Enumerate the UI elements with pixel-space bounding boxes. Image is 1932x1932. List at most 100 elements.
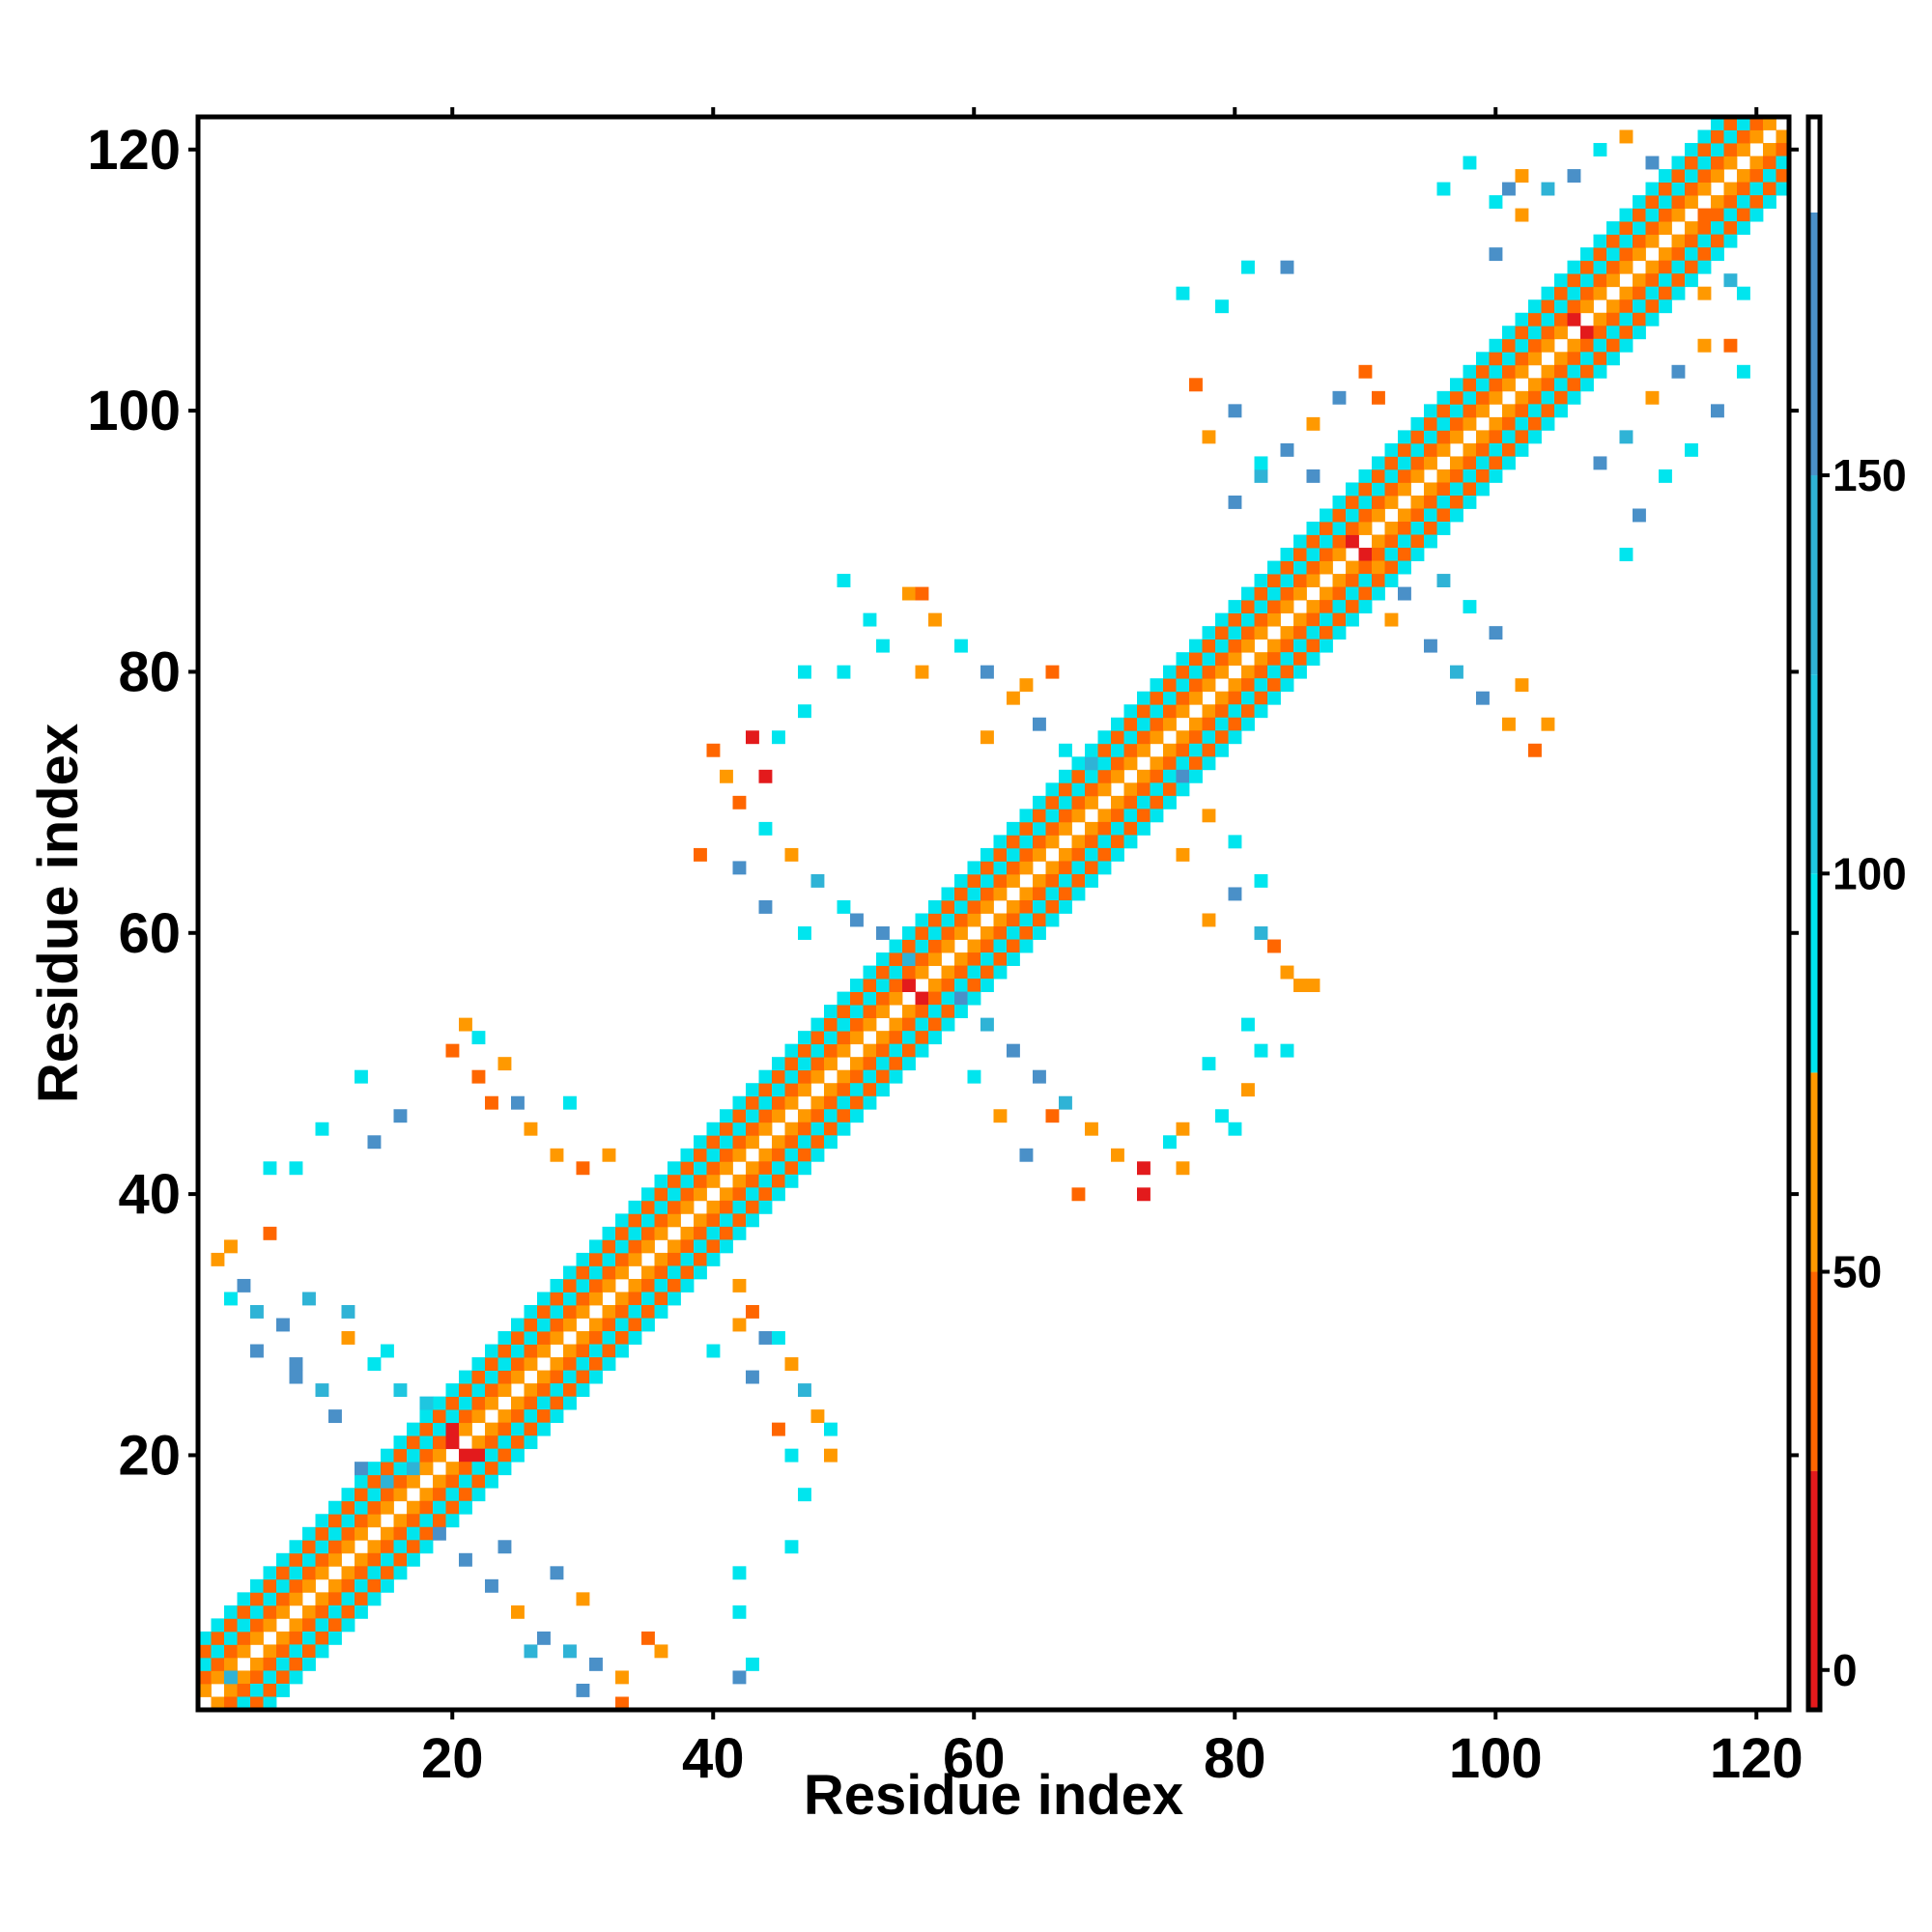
- heatmap-cell: [355, 1474, 368, 1489]
- heatmap-cell: [1202, 717, 1216, 731]
- y-axis-title: Residue index: [27, 724, 90, 1103]
- heatmap-cell: [837, 1122, 851, 1136]
- heatmap-cell: [550, 1292, 564, 1306]
- heatmap-cell: [1267, 612, 1281, 627]
- heatmap-cell: [1554, 378, 1568, 392]
- heatmap-cell: [1476, 364, 1490, 379]
- heatmap-cell: [367, 1578, 382, 1593]
- heatmap-cell: [576, 1370, 590, 1384]
- heatmap-cell: [668, 1252, 681, 1266]
- heatmap-cell: [1280, 574, 1294, 587]
- heatmap-cell: [1685, 234, 1698, 248]
- heatmap-cell: [511, 1095, 525, 1110]
- heatmap-cell: [863, 965, 877, 980]
- heatmap-cell: [1176, 730, 1190, 745]
- heatmap-cell: [1202, 626, 1216, 640]
- heatmap-cell: [1332, 612, 1347, 627]
- heatmap-cell: [471, 1383, 486, 1398]
- heatmap-cell: [367, 1500, 382, 1515]
- heatmap-cell: [471, 1370, 486, 1384]
- heatmap-cell: [1737, 169, 1750, 183]
- heatmap-cell: [837, 1017, 851, 1032]
- heatmap-cell: [1306, 416, 1321, 431]
- heatmap-cell: [1697, 286, 1712, 300]
- heatmap-cell: [732, 1174, 747, 1188]
- heatmap-cell: [694, 1265, 707, 1280]
- heatmap-cell: [1045, 809, 1060, 823]
- heatmap-cell: [341, 1488, 355, 1502]
- heatmap-cell: [798, 1383, 811, 1398]
- heatmap-cell: [772, 1331, 785, 1345]
- colorbar-band: [1808, 1470, 1820, 1710]
- heatmap-cell: [1410, 456, 1425, 470]
- y-tick-label: 60: [118, 902, 181, 965]
- heatmap-cell: [250, 1592, 264, 1606]
- heatmap-cell: [1659, 299, 1672, 314]
- heatmap-cell: [1097, 861, 1112, 875]
- heatmap-cell: [407, 1500, 420, 1515]
- heatmap-cell: [1410, 495, 1425, 509]
- heatmap-cell: [563, 1396, 577, 1410]
- heatmap-cell: [524, 1318, 538, 1332]
- heatmap-cell: [497, 1409, 512, 1424]
- heatmap-cell: [928, 939, 942, 953]
- heatmap-cell: [198, 1683, 212, 1697]
- heatmap-cell: [1254, 1043, 1268, 1058]
- heatmap-cell: [1384, 495, 1399, 509]
- heatmap-cell: [1137, 809, 1151, 823]
- heatmap-cell: [1019, 1148, 1034, 1162]
- heatmap-cell: [302, 1578, 316, 1593]
- heatmap-cell: [1554, 364, 1568, 379]
- heatmap-cell: [419, 1409, 434, 1424]
- heatmap-cell: [1463, 404, 1477, 418]
- heatmap-cell: [1554, 390, 1568, 405]
- heatmap-cell: [1489, 195, 1503, 210]
- heatmap-cell: [289, 1631, 303, 1645]
- heatmap-cell: [772, 1422, 785, 1436]
- heatmap-cell: [1189, 378, 1203, 392]
- heatmap-cell: [302, 1566, 316, 1580]
- heatmap-cell: [850, 1005, 864, 1019]
- heatmap-cell: [1384, 612, 1399, 627]
- heatmap-cell: [1502, 182, 1516, 196]
- heatmap-cell: [1515, 352, 1529, 366]
- heatmap-cell: [1567, 364, 1581, 379]
- heatmap-cell: [941, 1017, 955, 1032]
- heatmap-cell: [589, 1370, 603, 1384]
- heatmap-cell: [1358, 560, 1373, 575]
- heatmap-cell: [237, 1696, 251, 1711]
- heatmap-cell: [980, 1017, 994, 1032]
- heatmap-cell: [798, 1109, 811, 1123]
- heatmap-cell: [732, 1278, 747, 1293]
- heatmap-cell: [445, 1462, 460, 1476]
- heatmap-cell: [341, 1605, 355, 1619]
- heatmap-cell: [1515, 364, 1529, 379]
- heatmap-cell: [1633, 247, 1646, 262]
- heatmap-cell: [1254, 678, 1268, 693]
- heatmap-cell: [1215, 691, 1229, 705]
- heatmap-cell: [1346, 574, 1359, 587]
- heatmap-cell: [1554, 299, 1568, 314]
- heatmap-cell: [798, 665, 811, 679]
- heatmap-cell: [1280, 586, 1294, 601]
- heatmap-cell: [328, 1500, 342, 1515]
- heatmap-cell: [628, 1213, 642, 1228]
- heatmap-cell: [497, 1462, 512, 1476]
- heatmap-cell: [328, 1526, 342, 1541]
- heatmap-cell: [1567, 299, 1581, 314]
- heatmap-cell: [967, 939, 981, 953]
- heatmap-cell: [758, 1187, 773, 1202]
- heatmap-cell: [1711, 143, 1724, 156]
- heatmap-cell: [1007, 861, 1020, 875]
- heatmap-cell: [915, 913, 929, 927]
- heatmap-cell: [289, 1357, 303, 1371]
- heatmap-cell: [537, 1409, 551, 1424]
- heatmap-cell: [1228, 835, 1242, 849]
- heatmap-cell: [1463, 469, 1477, 483]
- heatmap-cell: [1189, 743, 1203, 757]
- heatmap-cell: [668, 1213, 681, 1228]
- y-tick-label: 100: [87, 380, 181, 442]
- heatmap-cell: [1659, 469, 1672, 483]
- heatmap-cell: [367, 1462, 382, 1476]
- heatmap-cell: [367, 1592, 382, 1606]
